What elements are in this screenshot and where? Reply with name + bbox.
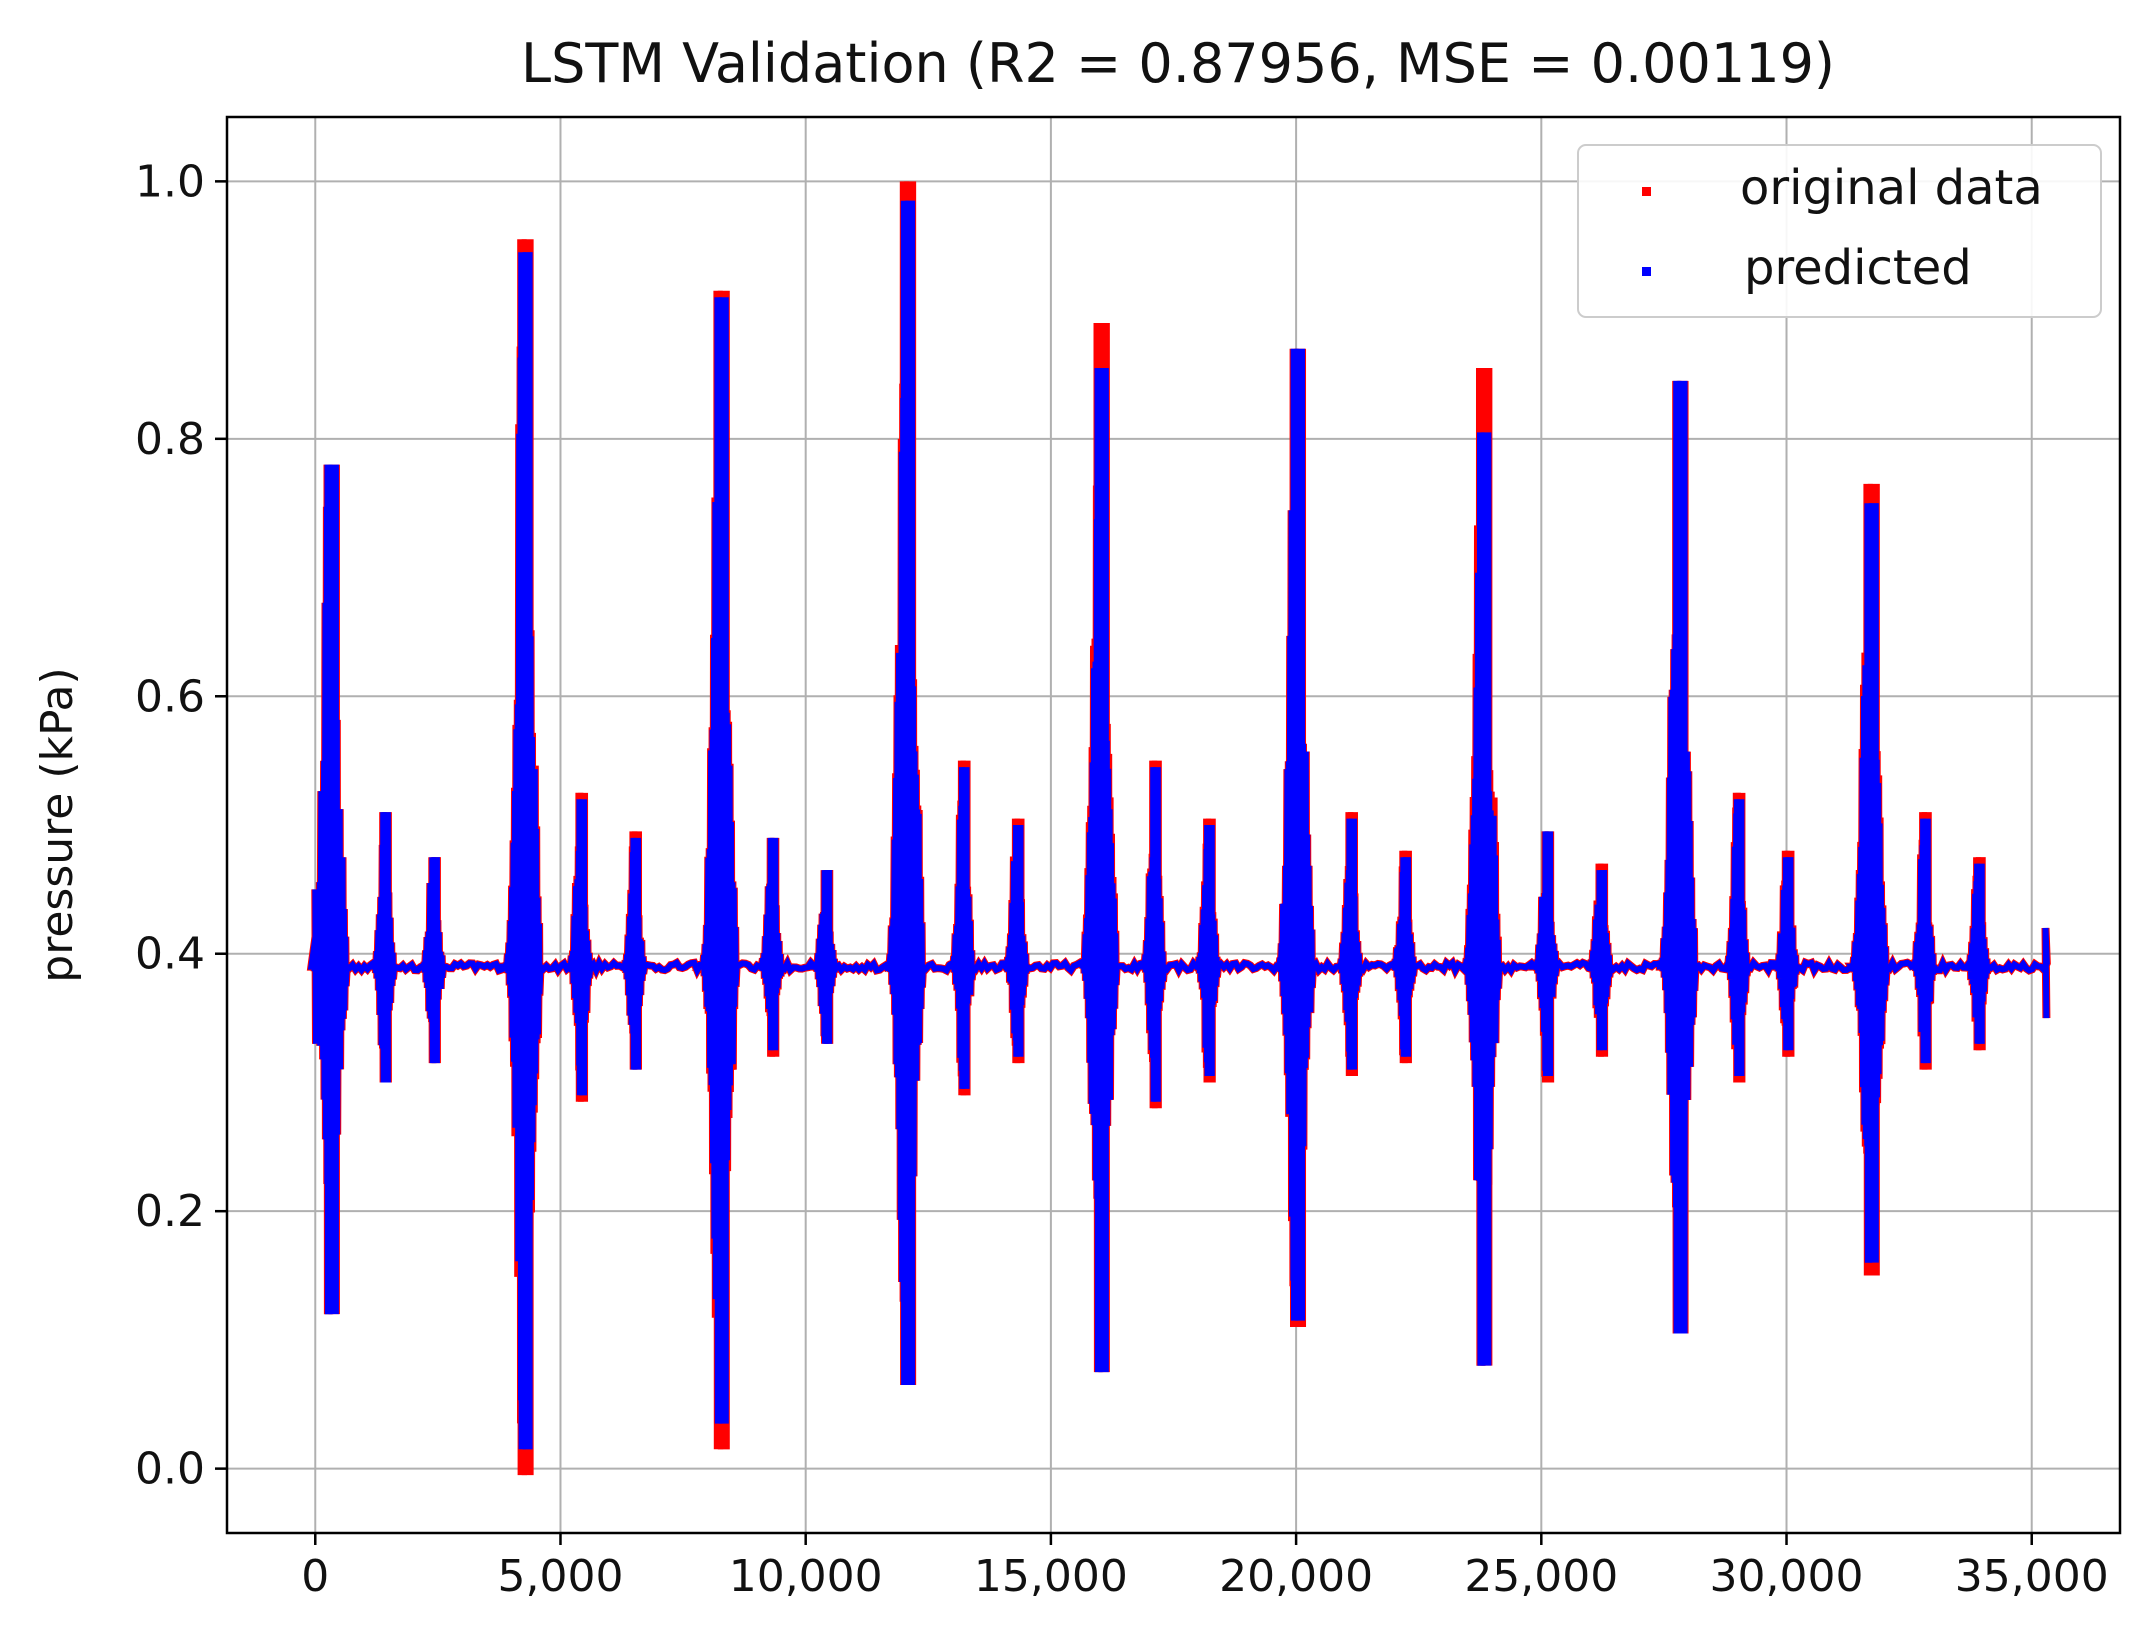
x-tick-label: 20,000 — [1219, 1551, 1373, 1602]
y-axis: 0.0 0.2 0.4 0.6 0.8 1.0 — [135, 156, 227, 1495]
plot-frame — [225, 115, 2122, 1535]
y-axis-label: pressure (kPa) — [32, 667, 83, 982]
x-tick-label: 30,000 — [1710, 1551, 1864, 1602]
plot-area — [225, 115, 2122, 1535]
plot-background — [227, 117, 2120, 1533]
legend: original data predicted — [1577, 144, 2102, 318]
legend-label-original: original data — [1740, 160, 2043, 216]
x-tick-label: 10,000 — [729, 1551, 883, 1602]
y-tick-label: 0.0 — [135, 1444, 205, 1495]
x-tick-label: 35,000 — [1955, 1551, 2109, 1602]
y-tick-label: 0.2 — [135, 1186, 205, 1237]
x-tick-label: 0 — [301, 1551, 329, 1602]
y-tick-label: 0.8 — [135, 414, 205, 465]
legend-marker-predicted — [1642, 267, 1651, 276]
y-tick-label: 0.4 — [135, 929, 205, 980]
legend-marker-original — [1642, 187, 1651, 196]
y-tick-label: 1.0 — [135, 156, 205, 207]
y-tick-label: 0.6 — [135, 671, 205, 722]
x-tick-label: 25,000 — [1464, 1551, 1618, 1602]
legend-label-predicted: predicted — [1744, 240, 1972, 296]
series-predicted — [307, 200, 2050, 1450]
x-tick-label: 5,000 — [497, 1551, 623, 1602]
legend-box — [1577, 144, 2102, 318]
x-tick-label: 15,000 — [974, 1551, 1128, 1602]
x-axis: 0 5,000 10,000 15,000 20,000 25,000 30,000 35,0… — [301, 1533, 2109, 1602]
chart-title: LSTM Validation (R2 = 0.87956, MSE = 0.0… — [521, 32, 1835, 95]
